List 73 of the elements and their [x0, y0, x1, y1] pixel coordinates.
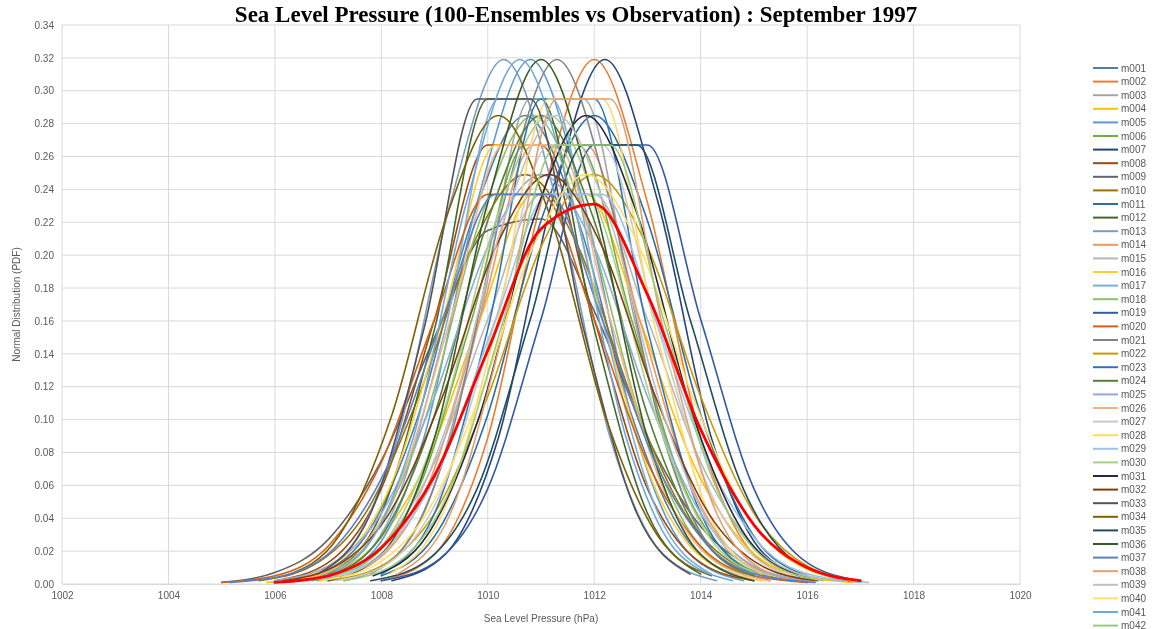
y-tick-label: 0.34	[34, 19, 55, 31]
y-tick-label: 0.02	[34, 545, 55, 557]
y-axis-title: Normal Distribution (PDF)	[11, 247, 22, 362]
legend-label: m042	[1121, 620, 1147, 629]
y-tick-label: 0.22	[34, 216, 55, 228]
legend-label: m002	[1121, 76, 1147, 88]
legend-label: m016	[1121, 266, 1147, 278]
legend-label: m038	[1121, 565, 1147, 577]
x-tick-label: 1020	[1009, 590, 1033, 602]
legend-label: m039	[1121, 579, 1147, 591]
legend-label: m032	[1121, 484, 1147, 496]
legend-label: m003	[1121, 89, 1147, 101]
legend-label: m009	[1121, 171, 1147, 183]
x-tick-label: 1008	[370, 590, 394, 602]
y-tick-label: 0.20	[34, 249, 55, 261]
x-tick-label: 1014	[690, 590, 713, 602]
x-tick-label: 1004	[157, 590, 181, 602]
chart-title: Sea Level Pressure (100-Ensembles vs Observation) : September 1997	[234, 2, 918, 27]
y-tick-label: 0.12	[34, 381, 55, 393]
legend-label: m036	[1121, 538, 1147, 550]
y-tick-label: 0.18	[34, 282, 55, 294]
legend-label: m030	[1121, 456, 1147, 468]
legend-label: m031	[1121, 470, 1147, 482]
legend-label: m012	[1121, 212, 1147, 224]
legend-label: m041	[1121, 606, 1147, 618]
legend-label: m010	[1121, 184, 1147, 196]
legend-label: m022	[1121, 348, 1147, 360]
y-tick-label: 0.10	[34, 414, 55, 426]
legend-label: m013	[1121, 225, 1147, 237]
legend-label: m021	[1121, 334, 1147, 346]
legend-label: m011	[1121, 198, 1146, 210]
y-tick-label: 0.16	[34, 315, 55, 327]
x-tick-label: 1010	[477, 590, 500, 602]
legend-label: m005	[1121, 116, 1147, 128]
legend-label: m024	[1121, 375, 1147, 387]
legend-label: m023	[1121, 361, 1147, 373]
legend-label: m026	[1121, 402, 1147, 414]
legend-label: m028	[1121, 429, 1147, 441]
y-tick-label: 0.14	[34, 348, 55, 360]
legend-label: m037	[1121, 552, 1147, 564]
y-tick-label: 0.32	[34, 52, 55, 64]
legend-label: m007	[1121, 144, 1147, 156]
legend-label: m008	[1121, 157, 1147, 169]
x-tick-label: 1012	[583, 590, 607, 602]
legend-label: m029	[1121, 443, 1147, 455]
x-tick-label: 1006	[264, 590, 287, 602]
legend-label: m015	[1121, 252, 1147, 264]
x-tick-label: 1018	[902, 590, 926, 602]
legend-label: m018	[1121, 293, 1147, 305]
legend-label: m034	[1121, 511, 1147, 523]
x-tick-label: 1016	[796, 590, 820, 602]
legend-label: m020	[1121, 320, 1147, 332]
y-tick-label: 0.06	[34, 480, 55, 492]
y-tick-label: 0.30	[34, 85, 55, 97]
legend-label: m033	[1121, 497, 1147, 509]
legend-label: m040	[1121, 592, 1147, 604]
legend-label: m025	[1121, 388, 1147, 400]
y-tick-label: 0.00	[34, 578, 55, 590]
y-tick-label: 0.24	[34, 184, 55, 196]
legend-label: m014	[1121, 239, 1147, 251]
legend-label: m035	[1121, 524, 1147, 536]
y-tick-label: 0.04	[34, 512, 55, 524]
legend-label: m004	[1121, 103, 1147, 115]
y-tick-label: 0.08	[34, 447, 55, 459]
x-axis-title: Sea Level Pressure (hPa)	[483, 613, 599, 624]
legend-label: m006	[1121, 130, 1147, 142]
y-tick-label: 0.28	[34, 118, 55, 130]
legend-label: m017	[1121, 280, 1147, 292]
x-tick-label: 1002	[51, 590, 75, 602]
legend-label: m019	[1121, 307, 1147, 319]
y-tick-label: 0.26	[34, 151, 55, 163]
legend-label: m001	[1121, 62, 1147, 74]
legend-label: m027	[1121, 416, 1147, 428]
